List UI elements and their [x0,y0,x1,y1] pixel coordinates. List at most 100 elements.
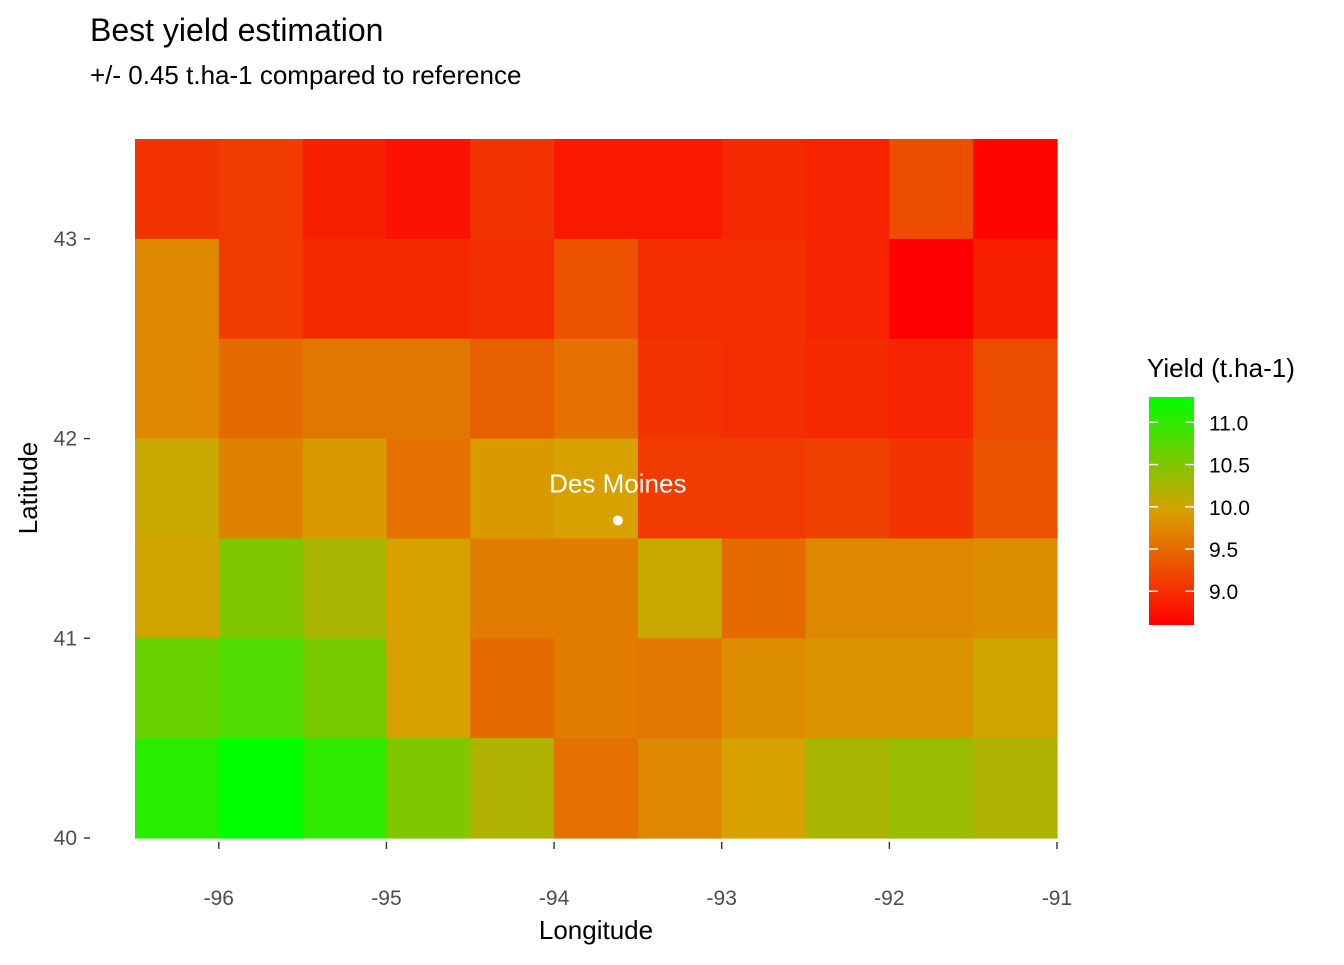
heatmap-cell [302,738,388,839]
heatmap-cell [135,638,220,739]
heatmap-cell [302,538,388,639]
heatmap-cell [889,538,974,639]
heatmap-cell [218,638,304,739]
heatmap-cell [135,438,220,540]
heatmap-cell [721,638,807,739]
heatmap-cell [889,638,974,739]
x-tick-label: -94 [539,887,570,910]
heatmap-cell [554,139,639,240]
heatmap-cell [218,139,304,240]
heatmap-cell [386,638,471,739]
heatmap-cell [973,238,1058,340]
heatmap-cell [135,139,220,240]
legend-label: 9.0 [1209,581,1238,604]
heatmap-cell [554,338,639,440]
heatmap-cell [973,538,1058,639]
heatmap-cell [973,738,1058,839]
legend-label: 9.5 [1209,539,1238,562]
heatmap-cell [470,738,555,839]
heatmap-cell [973,638,1058,739]
heatmap-cell [805,638,890,739]
heatmap-cell [218,238,304,340]
heatmap-cell [218,738,304,839]
heatmap-cell [805,438,890,540]
chart-title: Best yield estimation [90,12,383,48]
heatmap-cell [721,338,807,440]
heatmap-cell [470,538,555,639]
annotations: Des Moines [549,468,686,526]
x-tick-label: -92 [874,887,904,910]
legend: Yield (t.ha-1) 11.0 10.5 10.0 9.5 9.0 [1147,353,1295,625]
heatmap-cell [470,438,555,540]
heatmap-cell [637,638,723,739]
heatmap-cell [218,338,304,440]
x-tick-label: -93 [707,887,737,910]
heatmap-cell [637,438,723,540]
heatmap-cell [302,638,388,739]
heatmap-cell [973,438,1058,540]
heatmap-cell [554,738,639,839]
heatmap-cell [637,139,723,240]
heatmap-cell [637,338,723,440]
x-tick-label: -95 [371,887,401,910]
heatmap-cell [637,538,723,639]
heatmap-cell [135,538,220,639]
heatmap-cell [973,338,1058,440]
heatmap-cell [637,738,723,839]
heatmap-cell [302,238,388,340]
y-axis-title: Latitude [13,442,43,535]
heatmap-cell [554,438,639,540]
heatmap-cell [470,139,555,240]
heatmap-cell [470,638,555,739]
legend-ticks: 11.0 10.5 10.0 9.5 9.0 [1149,412,1250,604]
heatmap-cell [554,238,639,340]
y-tick-label: 41 [54,627,77,650]
y-tick-label: 43 [54,228,77,251]
heatmap-cell [386,238,471,340]
heatmap-cell [721,738,807,839]
legend-title: Yield (t.ha-1) [1147,353,1295,383]
legend-label: 10.5 [1209,455,1250,478]
heatmap-cell [889,139,974,240]
heatmap-cell [721,438,807,540]
heatmap-cell [889,238,974,340]
heatmap-cell [218,438,304,540]
heatmap-cell [805,538,890,639]
heatmap-cell [302,139,388,240]
city-point [612,515,623,526]
chart-subtitle: +/- 0.45 t.ha-1 compared to reference [90,60,521,90]
heatmap-cell [721,238,807,340]
heatmap-cell [302,338,388,440]
heatmap-cell [302,438,388,540]
heatmap-cell [889,738,974,839]
heatmap-cell [386,538,471,639]
heatmap-cell [721,538,807,639]
heatmap-cell [805,338,890,440]
heatmap-cell [470,338,555,440]
x-axis-title: Longitude [539,915,653,945]
y-tick-label: 42 [54,428,77,451]
heatmap-cell [889,438,974,540]
heatmap-cell [135,338,220,440]
heatmap-cell [135,738,220,839]
heatmap-cell [805,139,890,240]
heatmap-cells [135,139,1058,839]
x-tick-label: -91 [1042,887,1072,910]
heatmap-cell [637,238,723,340]
heatmap-cell [805,738,890,839]
legend-label: 11.0 [1209,412,1248,435]
city-label: Des Moines [549,468,686,498]
heatmap-cell [135,238,220,340]
heatmap-cell [554,538,639,639]
heatmap-cell [386,738,471,839]
x-tick-label: -96 [204,887,234,910]
heatmap-cell [218,538,304,639]
heatmap-cell [973,139,1058,240]
x-axis: -96 -95 -94 -93 -92 -91 [204,842,1072,910]
legend-colorbar [1149,397,1194,625]
heatmap-cell [386,438,471,540]
y-axis: 40 41 42 43 [54,228,90,850]
heatmap-cell [470,238,555,340]
heatmap-cell [386,139,471,240]
